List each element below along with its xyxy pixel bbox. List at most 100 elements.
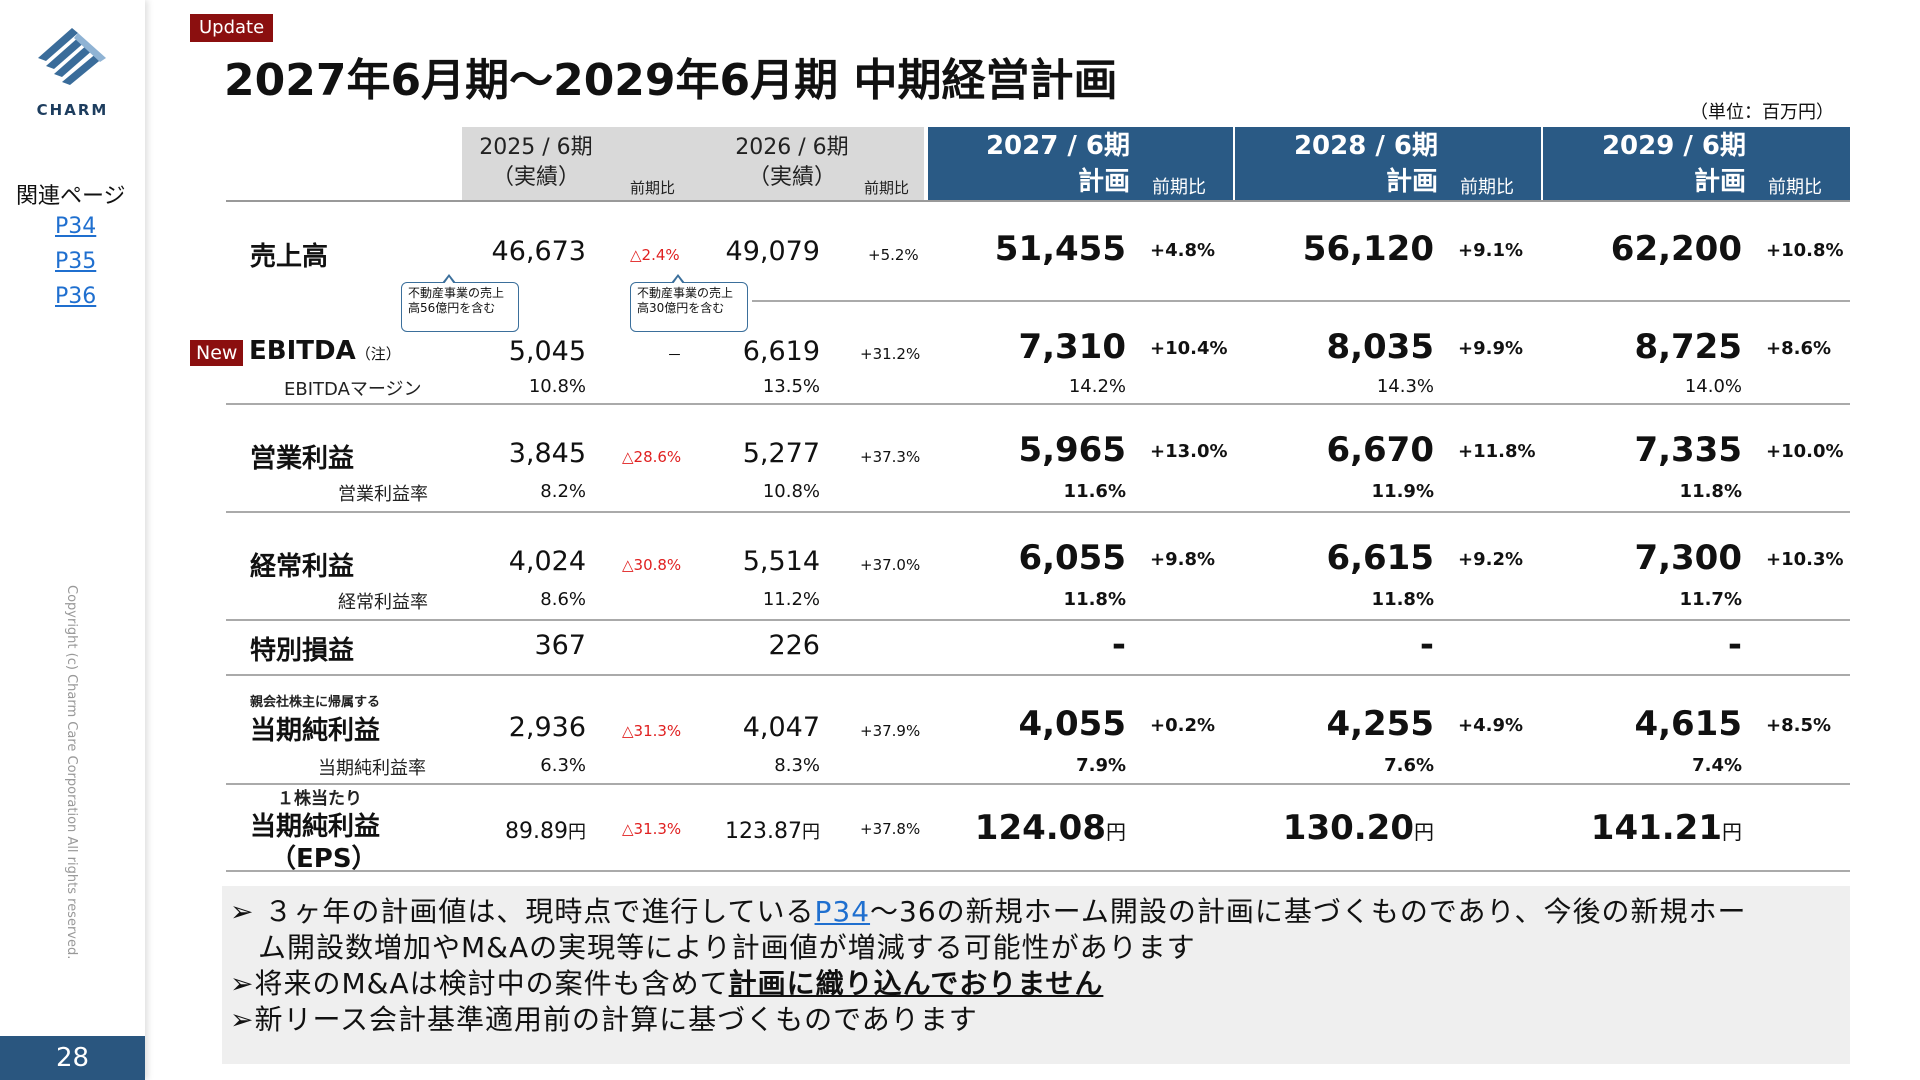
sales-2026-yoy: +5.2% — [868, 246, 919, 264]
page-title: 2027年6月期～2029年6月期 中期経営計画 — [224, 55, 1118, 106]
special-2029: - — [1727, 625, 1742, 665]
net-pre-label: 親会社株主に帰属する — [250, 695, 381, 710]
sales-2027: 51,455 — [994, 229, 1126, 269]
row-divider — [226, 870, 1850, 872]
ebitda-2026: 6,619 — [742, 336, 820, 367]
note-1: ➢ ３ヶ年の計画値は、現時点で進行しているP34～36の新規ホーム開設の計画に基… — [230, 895, 1747, 928]
ebitda-margin-2026: 13.5% — [762, 376, 820, 397]
ebitda-margin-2028: 14.3% — [1376, 376, 1434, 397]
related-pages-label: 関連ページ — [16, 184, 126, 209]
ord-2025-yoy: △30.8% — [622, 556, 682, 574]
ord-2027: 6,055 — [1018, 538, 1126, 578]
col-yoy-2025: 前期比 — [630, 179, 676, 197]
unit-label: （単位：百万円） — [1690, 102, 1834, 123]
net-margin-2026: 8.3% — [774, 755, 820, 776]
eps-2027: 124.08円 — [974, 808, 1126, 848]
ebitda-label-text: EBITDA — [249, 336, 356, 366]
net-margin-2029: 7.4% — [1692, 755, 1742, 776]
ord-margin-2029: 11.7% — [1679, 589, 1742, 610]
net-2027-yoy: +0.2% — [1150, 715, 1216, 736]
col-yoy-2029: 前期比 — [1768, 177, 1822, 198]
note-2: ➢将来のM&Aは検討中の案件も含めて計画に織り込んでおりません — [230, 967, 1104, 1000]
eps-pre-label: １株当たり — [277, 789, 362, 809]
row-eps-label2: （EPS） — [270, 844, 378, 874]
related-link-p35[interactable]: P35 — [55, 249, 97, 274]
net-margin-2027: 7.9% — [1076, 755, 1126, 776]
page-number: 28 — [0, 1036, 145, 1080]
sales-2025: 46,673 — [491, 236, 586, 267]
sales-2025-yoy: △2.4% — [630, 246, 680, 264]
note-3: ➢新リース会計基準適用前の計算に基づくものであります — [230, 1003, 978, 1036]
new-badge: New — [190, 340, 244, 366]
row-eps-label: 当期純利益 — [250, 812, 381, 842]
table-top-line — [226, 200, 1850, 202]
sales-2029-yoy: +10.8% — [1766, 240, 1844, 261]
ebitda-margin-2027: 14.2% — [1068, 376, 1126, 397]
op-2029: 7,335 — [1634, 430, 1742, 470]
col-2026-label: 2026 / 6期 （実績） — [735, 135, 849, 190]
ord-margin-2025: 8.6% — [540, 589, 586, 610]
net-margin-2025: 6.3% — [540, 755, 586, 776]
ebitda-2027: 7,310 — [1018, 327, 1126, 367]
op-2027: 5,965 — [1018, 430, 1126, 470]
ord-margin-2026: 11.2% — [762, 589, 820, 610]
net-2029-yoy: +8.5% — [1766, 715, 1832, 736]
ord-2026: 5,514 — [742, 546, 820, 577]
eps-2028: 130.20円 — [1282, 808, 1434, 848]
copyright-text: Copyright (c) Charm Care Corporation All… — [64, 585, 79, 960]
update-badge: Update — [190, 14, 274, 42]
eps-2025-yoy: △31.3% — [622, 820, 682, 838]
row-ebitda-label: EBITDA（注） — [249, 336, 401, 366]
op-2026-yoy: +37.3% — [860, 448, 921, 466]
net-2027: 4,055 — [1018, 704, 1126, 744]
ord-2026-yoy: +37.0% — [860, 556, 921, 574]
op-margin-2027: 11.6% — [1063, 481, 1126, 502]
row-divider — [226, 619, 1850, 621]
eps-2025: 89.89円 — [505, 819, 586, 844]
net-2028: 4,255 — [1326, 704, 1434, 744]
special-2028: - — [1419, 625, 1434, 665]
row-op-label: 営業利益 — [250, 444, 355, 474]
row-sales-label: 売上高 — [250, 242, 329, 272]
op-margin-2026: 10.8% — [762, 481, 820, 502]
ebitda-2029: 8,725 — [1634, 327, 1742, 367]
col-yoy-2028: 前期比 — [1460, 177, 1514, 198]
special-2027: - — [1111, 625, 1126, 665]
callout-2025-realestate: 不動産事業の売上高56億円を含む — [401, 274, 519, 332]
ord-margin-label: 経常利益率 — [338, 592, 428, 613]
ord-margin-2028: 11.8% — [1371, 589, 1434, 610]
ebitda-2026-yoy: +31.2% — [860, 345, 921, 363]
net-2026: 4,047 — [742, 712, 820, 743]
ord-2025: 4,024 — [508, 546, 586, 577]
note-link-p34[interactable]: P34 — [814, 895, 871, 928]
col-2025-label: 2025 / 6期 （実績） — [479, 135, 593, 190]
op-2026: 5,277 — [742, 438, 820, 469]
row-special-label: 特別損益 — [250, 636, 355, 666]
op-2025-yoy: △28.6% — [622, 448, 682, 466]
sales-2027-yoy: +4.8% — [1150, 240, 1216, 261]
net-2028-yoy: +4.9% — [1458, 715, 1524, 736]
op-margin-label: 営業利益率 — [338, 484, 428, 505]
row-net-label: 当期純利益 — [250, 716, 381, 746]
ebitda-margin-2025: 10.8% — [528, 376, 586, 397]
net-margin-2028: 7.6% — [1384, 755, 1434, 776]
special-2025: 367 — [534, 630, 586, 661]
related-link-p34[interactable]: P34 — [55, 214, 97, 239]
ebitda-2027-yoy: +10.4% — [1150, 338, 1228, 359]
ebitda-2025-yoy: － — [667, 346, 683, 364]
net-margin-label: 当期純利益率 — [318, 758, 426, 779]
header-plan-bg — [928, 127, 1850, 200]
ebitda-2028-yoy: +9.9% — [1458, 338, 1524, 359]
sales-2028: 56,120 — [1302, 229, 1434, 269]
op-margin-2025: 8.2% — [540, 481, 586, 502]
row-divider — [226, 511, 1850, 513]
col-yoy-2026: 前期比 — [864, 179, 910, 197]
ebitda-margin-2029: 14.0% — [1684, 376, 1742, 397]
op-2027-yoy: +13.0% — [1150, 441, 1228, 462]
header-separator — [1541, 127, 1543, 200]
ebitda-margin-label: EBITDAマージン — [284, 379, 422, 400]
sales-2028-yoy: +9.1% — [1458, 240, 1524, 261]
row-divider — [752, 300, 1850, 302]
col-2027-label: 2027 / 6期 計画 — [985, 131, 1130, 197]
related-link-p36[interactable]: P36 — [55, 284, 97, 309]
